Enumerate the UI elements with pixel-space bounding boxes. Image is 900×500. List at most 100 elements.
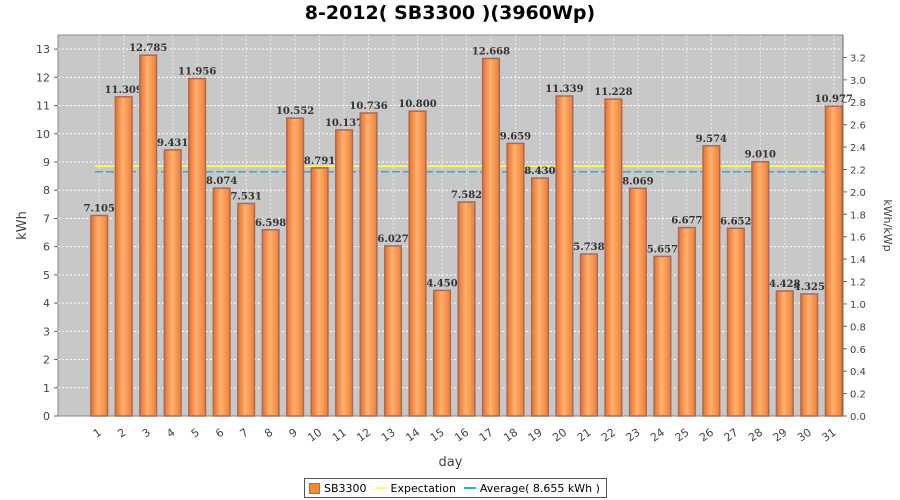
bar-day-3 [139, 54, 158, 417]
y2-tick-label: 2.2 [850, 165, 866, 176]
y-tick-label: 0 [43, 410, 50, 423]
data-label-day-23: 8.069 [622, 176, 653, 187]
x-tick-label: 15 [428, 426, 447, 445]
data-label-day-5: 11.956 [178, 67, 216, 78]
bar-day-16 [457, 201, 476, 417]
legend-label-average: Average( 8.655 kWh ) [479, 481, 600, 495]
y2-tick-label: 1.2 [850, 278, 866, 289]
y2-tick-label: 1.0 [850, 300, 866, 311]
data-label-day-30: 4.325 [794, 282, 825, 293]
bar-day-10 [310, 167, 329, 417]
x-tick-label: 9 [287, 426, 300, 441]
y2-tick-label: 0.0 [850, 412, 866, 423]
x-tick-label: 8 [262, 426, 275, 441]
bar-day-15 [432, 289, 452, 417]
y-tick-label: 4 [43, 297, 50, 310]
data-label-day-27: 6.652 [720, 216, 751, 227]
legend-label-expectation: Expectation [390, 481, 456, 495]
data-label-day-13: 6.027 [377, 234, 408, 245]
data-label-day-9: 10.552 [276, 106, 314, 117]
legend-item-average: Average( 8.655 kWh ) [463, 481, 600, 495]
data-label-day-31: 10.977 [815, 94, 853, 105]
y-tick-label: 9 [43, 156, 50, 169]
x-tick-label: 23 [624, 426, 643, 445]
x-tick-label: 26 [697, 426, 716, 445]
x-tick-label: 2 [115, 426, 128, 441]
data-label-day-25: 6.677 [671, 216, 702, 227]
y2-tick-label: 0.4 [850, 367, 866, 378]
bar-day-31 [824, 105, 843, 417]
legend-item-expectation: Expectation [374, 481, 456, 495]
data-label-day-8: 6.598 [255, 218, 286, 229]
data-label-day-17: 12.668 [472, 46, 510, 57]
data-label-day-15: 4.450 [426, 278, 457, 289]
y-tick-label: 13 [36, 43, 50, 56]
bar-day-29 [775, 290, 794, 417]
data-label-day-28: 9.010 [745, 150, 776, 161]
x-tick-label: 12 [354, 426, 373, 445]
data-label-day-14: 10.800 [398, 99, 436, 110]
data-label-day-19: 8.430 [524, 166, 555, 177]
y-tick-label: 10 [36, 128, 50, 141]
y-tick-label: 6 [43, 241, 50, 254]
x-tick-label: 6 [213, 426, 226, 441]
bar-day-6 [212, 187, 231, 417]
data-label-day-2: 11.309 [105, 85, 143, 96]
y2-tick-label: 3.2 [850, 53, 866, 64]
data-label-day-20: 11.339 [545, 84, 583, 95]
bar-day-2 [114, 96, 133, 417]
bar-day-14 [408, 110, 427, 417]
x-tick-label: 16 [452, 426, 471, 445]
x-tick-label: 4 [164, 426, 177, 441]
x-tick-label: 14 [403, 426, 422, 445]
data-label-day-16: 7.582 [451, 190, 482, 201]
bar-day-8 [261, 229, 280, 417]
bar-day-7 [237, 202, 256, 417]
x-tick-label: 18 [501, 426, 520, 445]
y2-tick-label: 1.4 [850, 255, 866, 266]
bar-day-25 [677, 226, 696, 417]
x-tick-label: 11 [330, 426, 349, 445]
x-tick-label: 7 [238, 426, 251, 441]
data-label-day-7: 7.531 [230, 191, 261, 202]
x-tick-label: 27 [722, 426, 741, 445]
bar-day-26 [702, 145, 721, 417]
bar-day-20 [555, 95, 574, 417]
legend-label-sb3300: SB3300 [324, 481, 367, 495]
bar-day-5 [188, 77, 207, 417]
bar-day-11 [335, 129, 354, 417]
y-tick-label: 7 [43, 212, 50, 225]
y2-tick-label: 2.8 [850, 98, 866, 109]
bar-day-30 [800, 293, 819, 417]
y2-tick-label: 1.6 [850, 233, 866, 244]
legend-swatch-sb3300 [309, 482, 320, 494]
y-tick-label: 8 [43, 184, 50, 197]
bar-day-1 [90, 214, 109, 417]
y-tick-label: 11 [36, 100, 50, 113]
x-tick-label: 21 [575, 426, 594, 445]
legend-swatch-expectation [374, 487, 387, 489]
data-label-day-18: 9.659 [500, 131, 531, 142]
y-tick-label: 1 [43, 382, 50, 395]
bar-day-21 [579, 253, 598, 417]
data-label-day-10: 8.791 [304, 156, 335, 167]
y2-tick-label: 0.6 [850, 345, 866, 356]
data-label-day-4: 9.431 [157, 138, 188, 149]
x-tick-label: 10 [305, 426, 324, 445]
bar-day-12 [359, 112, 378, 417]
data-label-day-26: 9.574 [696, 134, 727, 145]
y-tick-label: 12 [36, 71, 50, 84]
x-tick-label: 5 [189, 426, 202, 441]
data-label-day-29: 4.428 [769, 279, 800, 290]
y2-axis-title: kWh/kWp [881, 199, 894, 251]
bar-day-18 [506, 142, 525, 417]
bar-day-4 [163, 149, 182, 417]
y2-tick-label: 2.6 [850, 121, 866, 132]
x-tick-label: 24 [648, 426, 667, 445]
data-label-day-3: 12.785 [129, 43, 167, 54]
x-tick-label: 20 [550, 426, 569, 445]
bar-day-19 [530, 177, 550, 417]
x-tick-label: 1 [91, 426, 104, 441]
bar-day-22 [604, 98, 623, 417]
